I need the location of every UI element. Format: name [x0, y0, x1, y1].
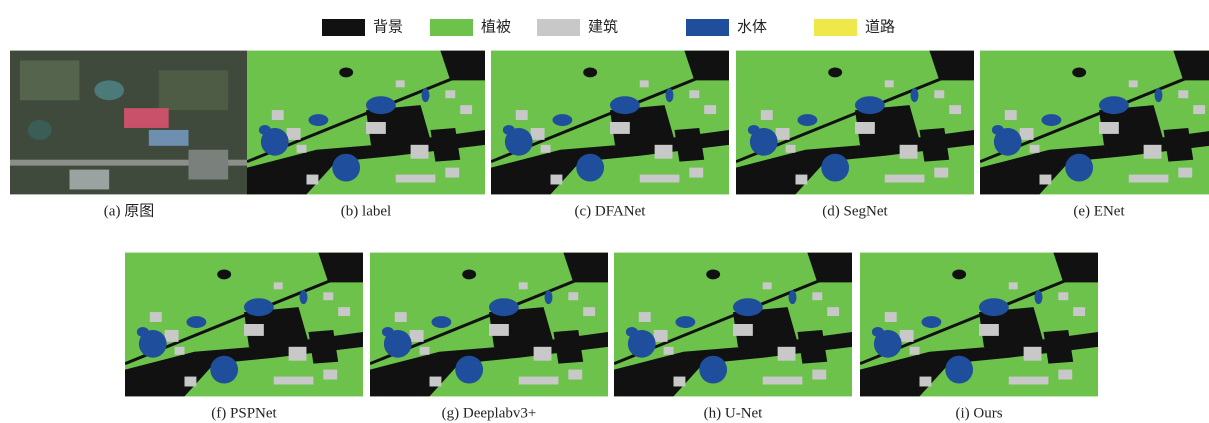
panel-caption: (h) U-Net — [704, 405, 764, 421]
panel-caption: (b) label — [341, 203, 391, 219]
legend-label: 道路 — [865, 18, 895, 35]
result-image — [370, 253, 608, 397]
figure: 背景 植被 建筑 水体 道路 (a) 原图 (b) label (c) DFANet (d) S… — [0, 0, 1209, 423]
result-image — [491, 51, 729, 195]
result-image — [860, 253, 1098, 397]
legend-swatch — [322, 19, 365, 36]
result-image — [614, 253, 852, 397]
result-image — [247, 51, 485, 195]
legend-swatch — [686, 19, 729, 36]
result-image — [125, 253, 363, 397]
legend-label: 水体 — [737, 18, 767, 35]
legend-swatch — [430, 19, 473, 36]
result-image — [10, 51, 248, 195]
legend-swatch — [537, 19, 580, 36]
panel-caption: (c) DFANet — [575, 203, 647, 219]
result-image — [980, 51, 1209, 195]
legend-label: 建筑 — [588, 18, 618, 35]
panel-caption: (i) Ours — [955, 405, 1002, 421]
panel-caption: (g) Deeplabv3+ — [442, 405, 537, 421]
panel-caption: (d) SegNet — [822, 203, 888, 219]
legend-label: 背景 — [373, 18, 403, 35]
result-image — [736, 51, 974, 195]
legend-swatch — [814, 19, 857, 36]
panel-caption: (a) 原图 — [104, 202, 154, 219]
legend-label: 植被 — [481, 18, 511, 35]
panel-caption: (e) ENet — [1073, 203, 1125, 219]
panel-caption: (f) PSPNet — [211, 405, 277, 421]
